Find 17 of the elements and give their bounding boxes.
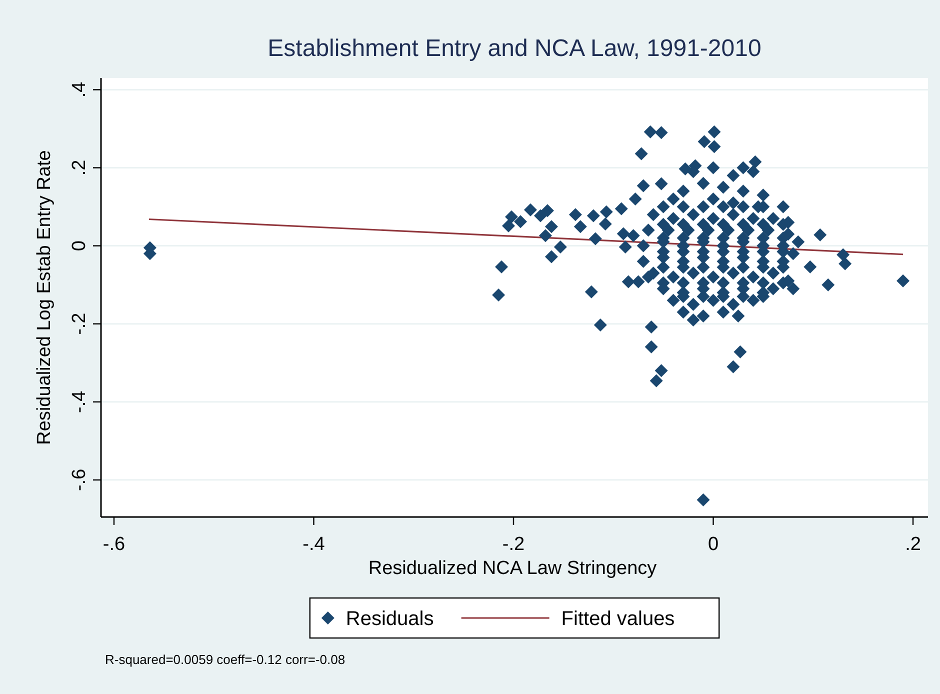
chart-title: Establishment Entry and NCA Law, 1991-2010 <box>268 35 762 62</box>
x-tick-label: -.4 <box>302 534 326 555</box>
x-tick-label: -.6 <box>102 534 126 555</box>
x-axis-title: Residualized NCA Law Stringency <box>368 558 658 579</box>
legend-label: Fitted values <box>561 608 675 630</box>
y-tick-label: -.6 <box>69 468 90 492</box>
y-tick-label: .2 <box>69 160 90 176</box>
y-axis-title: Residualized Log Estab Entry Rate <box>34 150 55 445</box>
x-tick-label: .2 <box>905 534 921 555</box>
y-tick-label: -.2 <box>69 312 90 335</box>
y-tick-label: 0 <box>69 240 90 252</box>
y-tick-label: -.4 <box>69 390 90 413</box>
y-tick-label: .4 <box>69 81 90 98</box>
x-tick-label: 0 <box>708 534 719 555</box>
text: R-squared=0.0059 coeff=-0.12 corr=-0.08 <box>105 652 346 667</box>
legend-label: Residuals <box>346 608 434 630</box>
x-tick-label: -.2 <box>502 534 525 555</box>
